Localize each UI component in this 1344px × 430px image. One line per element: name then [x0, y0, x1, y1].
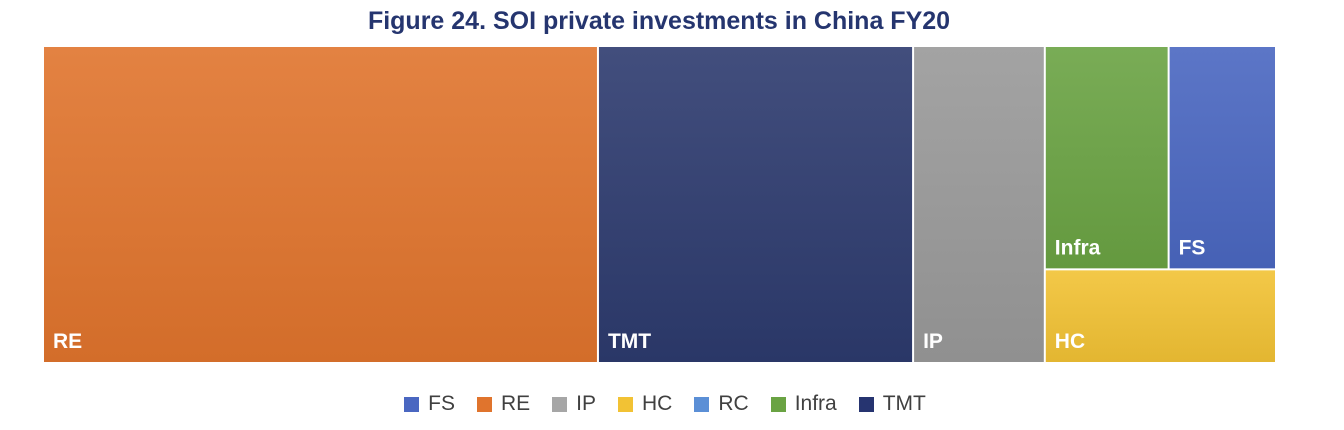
legend-label: Infra	[794, 392, 837, 415]
treemap-label-hc: HC	[1055, 330, 1085, 353]
legend-swatch	[694, 396, 710, 412]
treemap-label-infra: Infra	[1055, 236, 1101, 259]
chart-title: Figure 24. SOI private investments in Ch…	[367, 7, 951, 35]
legend-swatch	[858, 396, 874, 412]
legend-label: RE	[500, 392, 531, 415]
treemap-label-re: RE	[53, 330, 82, 353]
legend-item-ip: IP	[552, 392, 596, 416]
legend-item-tmt: TMT	[858, 392, 926, 416]
legend-swatch	[404, 396, 420, 412]
legend-swatch	[476, 396, 492, 412]
treemap-cell-hc	[1045, 270, 1275, 362]
treemap-label-ip: IP	[923, 330, 943, 353]
legend-item-fs: FS	[404, 392, 455, 416]
legend-label: IP	[576, 392, 596, 415]
legend-item-infra: Infra	[770, 392, 837, 416]
legend-item-re: RE	[476, 392, 531, 416]
treemap-cell-re	[44, 47, 597, 362]
treemap-cell-fs	[1169, 47, 1275, 269]
legend-swatch	[770, 396, 786, 412]
legend-swatch	[552, 396, 568, 412]
legend-label: FS	[428, 392, 455, 415]
treemap-cell-infra	[1045, 47, 1168, 269]
chart-legend: FS RE IP HC RC Infra TMT	[0, 392, 1330, 416]
legend-label: HC	[642, 392, 673, 415]
treemap-cell-ip	[914, 47, 1044, 362]
legend-item-rc: RC	[694, 392, 749, 416]
legend-label: RC	[718, 392, 749, 415]
treemap-label-tmt: TMT	[608, 330, 651, 353]
treemap-cell-tmt	[598, 47, 913, 362]
legend-label: TMT	[882, 392, 926, 415]
treemap-label-fs: FS	[1179, 236, 1206, 259]
legend-item-hc: HC	[618, 392, 672, 416]
legend-swatch	[618, 396, 633, 412]
